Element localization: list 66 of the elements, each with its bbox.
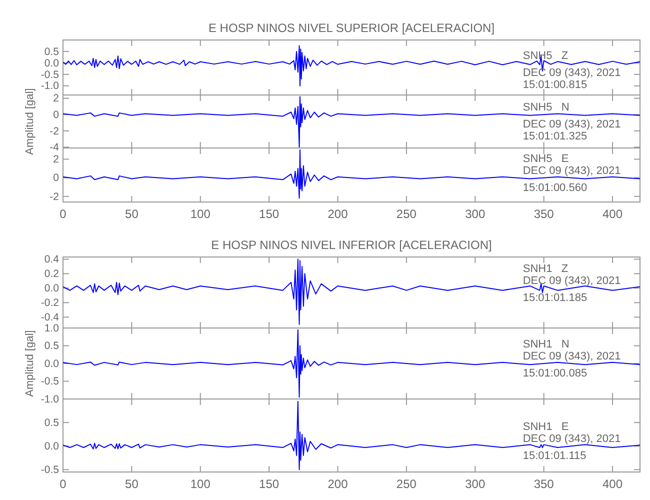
annotation: 15:01:01.325 (522, 130, 588, 143)
y-tick-label: 1.0 (44, 322, 60, 334)
y-tick-label: 0.5 (44, 416, 60, 429)
x-tick-label: 100 (190, 207, 211, 222)
annotation: 15:01:00.085 (522, 368, 588, 380)
annotation: DEC 09 (343), 2021 (522, 350, 621, 362)
x-tick-label: 50 (125, 207, 139, 222)
y-tick-label: -0.2 (40, 297, 60, 310)
annotation: DEC 09 (343), 2021 (522, 118, 621, 131)
x-tick-label: 400 (602, 207, 623, 222)
y-tick-label: 0.0 (44, 57, 60, 70)
annotation: 15:01:00.560 (522, 182, 588, 194)
x-tick-label: 150 (259, 207, 280, 222)
y-tick-label: -2 (50, 125, 60, 138)
annotation: SNH5 E (522, 152, 569, 165)
chart-title: E HOSP NINOS NIVEL INFERIOR [ACELERACION] (211, 238, 492, 252)
annotation: DEC 09 (343), 2021 (522, 164, 621, 177)
y-axis-title: Amplitud [gal] (24, 330, 36, 397)
y-tick-label: 0.2 (44, 268, 60, 280)
line-series (63, 258, 640, 325)
y-tick-label: -4 (50, 142, 60, 154)
x-tick-label: 200 (328, 207, 348, 222)
x-tick-label: 350 (534, 207, 554, 222)
y-tick-label: 0.0 (44, 440, 60, 452)
y-tick-label: 0.0 (44, 282, 60, 295)
y-tick-label: -0.5 (40, 464, 60, 476)
chart-title: E HOSP NINOS NIVEL SUPERIOR [ACELERACION] (208, 21, 495, 35)
annotation: DEC 09 (343), 2021 (522, 66, 621, 79)
x-tick-label: 400 (602, 477, 623, 492)
annotation: 15:01:00.815 (522, 78, 588, 91)
x-tick-label: 100 (190, 477, 211, 492)
y-tick-label: 0 (53, 172, 60, 184)
x-tick-label: 50 (125, 477, 139, 492)
annotation: DEC 09 (343), 2021 (522, 433, 621, 446)
y-tick-label: 2 (53, 154, 60, 166)
y-tick-label: -1.0 (40, 80, 60, 92)
y-tick-label: 0.0 (44, 358, 60, 370)
x-tick-label: 150 (259, 477, 280, 492)
annotation: SNH1 E (522, 421, 569, 434)
annotation: SNH5 N (522, 102, 570, 114)
x-tick-label: 300 (465, 477, 486, 492)
annotation: DEC 09 (343), 2021 (522, 275, 621, 288)
y-tick-label: -0.5 (40, 68, 60, 81)
annotation: SNH1 N (522, 338, 570, 350)
y-tick-label: -0.5 (40, 376, 60, 388)
y-tick-label: -2 (50, 190, 60, 203)
y-tick-label: 2 (53, 92, 60, 105)
x-tick-label: 200 (328, 477, 348, 492)
line-series (63, 149, 640, 199)
annotation: SNH1 Z (522, 263, 568, 276)
x-tick-label: 350 (534, 477, 554, 492)
annotation: 15:01:01.115 (522, 450, 586, 462)
y-tick-label: 0 (53, 108, 60, 121)
y-tick-label: 0.5 (44, 46, 60, 58)
x-tick-label: 250 (396, 477, 417, 492)
x-tick-label: 300 (465, 207, 486, 222)
annotation: 15:01:01.185 (522, 292, 588, 304)
y-tick-label: -1.0 (40, 393, 60, 406)
line-series (63, 400, 640, 470)
y-tick-label: 0.4 (44, 254, 60, 266)
y-axis-title: Amplitud [gal] (24, 88, 36, 155)
y-tick-label: 0.5 (44, 340, 60, 352)
annotation: SNH5 Z (522, 50, 568, 62)
y-tick-label: -0.4 (40, 311, 60, 324)
line-series (63, 45, 640, 86)
x-tick-label: 250 (396, 207, 417, 222)
